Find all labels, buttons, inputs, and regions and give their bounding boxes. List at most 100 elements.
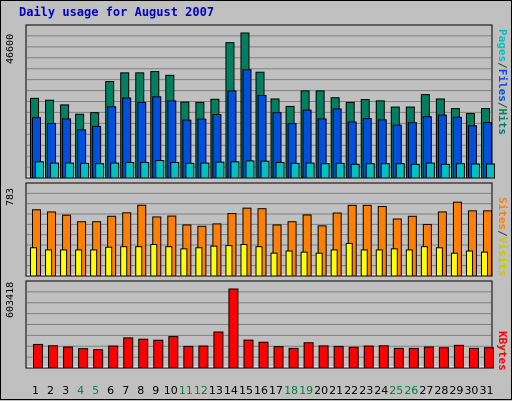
- bar-kbytes-kbytes-day-17: [273, 346, 284, 369]
- bar-hits-pages-day-4: [80, 162, 90, 179]
- hits-ymax-label: 46600: [5, 33, 16, 64]
- legend-sites: Sites: [496, 197, 509, 231]
- bar-hits-pages-day-19: [305, 162, 315, 179]
- bar-hits-pages-day-14: [230, 161, 240, 179]
- bar-kbytes-kbytes-day-5: [93, 349, 104, 369]
- bar-hits-pages-day-21: [335, 162, 345, 179]
- bar-kbytes-kbytes-day-10: [168, 336, 179, 369]
- bar-visits-sites-day-29: [450, 252, 458, 277]
- bar-visits-sites-day-20: [315, 252, 323, 277]
- legend-visits: Visits: [496, 236, 509, 277]
- bar-kbytes-kbytes-day-31: [483, 347, 494, 369]
- bar-hits-pages-day-5: [95, 163, 105, 179]
- bar-visits-sites-day-9: [150, 244, 158, 277]
- bar-kbytes-kbytes-day-1: [33, 343, 44, 369]
- bar-kbytes-kbytes-day-4: [78, 348, 89, 369]
- bar-visits-sites-day-27: [420, 246, 428, 277]
- bar-visits-sites-day-6: [105, 246, 113, 277]
- bar-kbytes-kbytes-day-28: [438, 347, 449, 369]
- bar-hits-pages-day-24: [380, 163, 390, 179]
- bar-visits-sites-day-25: [390, 248, 398, 277]
- bar-visits-sites-day-22: [345, 242, 353, 277]
- bar-kbytes-kbytes-day-20: [318, 345, 329, 369]
- bar-hits-pages-day-12: [200, 162, 210, 179]
- bar-visits-sites-day-31: [480, 251, 488, 277]
- bar-kbytes-kbytes-day-16: [258, 341, 269, 369]
- x-tick-label-day-12: 12: [194, 384, 208, 397]
- bar-hits-pages-day-15: [245, 160, 255, 179]
- bar-hits-pages-day-13: [215, 161, 225, 179]
- bar-visits-sites-day-1: [30, 247, 38, 277]
- bar-kbytes-kbytes-day-21: [333, 345, 344, 369]
- x-tick-label-day-3: 3: [62, 384, 69, 397]
- bar-visits-sites-day-5: [90, 249, 98, 277]
- x-tick-label-day-30: 30: [464, 384, 478, 397]
- bar-kbytes-kbytes-day-14: [228, 288, 239, 369]
- legend-sep: /: [496, 230, 509, 237]
- x-tick-label-day-23: 23: [359, 384, 373, 397]
- bar-kbytes-kbytes-day-12: [198, 345, 209, 369]
- x-tick-label-day-24: 24: [374, 384, 388, 397]
- bar-kbytes-kbytes-day-8: [138, 338, 149, 369]
- bar-hits-pages-day-8: [140, 161, 150, 179]
- bar-visits-sites-day-13: [210, 245, 218, 277]
- bar-kbytes-kbytes-day-26: [408, 347, 419, 369]
- bar-kbytes-kbytes-day-18: [288, 347, 299, 369]
- x-tick-label-day-2: 2: [47, 384, 54, 397]
- bar-visits-sites-day-2: [45, 249, 53, 277]
- bar-hits-pages-day-23: [365, 163, 375, 179]
- bar-visits-sites-day-4: [75, 249, 83, 277]
- x-tick-label-day-18: 18: [284, 384, 298, 397]
- bar-visits-sites-day-10: [165, 246, 173, 277]
- bar-hits-pages-day-11: [185, 162, 195, 179]
- bar-visits-sites-day-11: [180, 248, 188, 277]
- bar-visits-sites-day-16: [255, 246, 263, 277]
- bar-visits-sites-day-23: [360, 249, 368, 277]
- x-tick-label-day-11: 11: [179, 384, 193, 397]
- bar-hits-pages-day-31: [485, 163, 495, 179]
- x-tick-label-day-10: 10: [164, 384, 178, 397]
- bar-kbytes-kbytes-day-2: [48, 345, 59, 369]
- bar-hits-pages-day-30: [470, 163, 480, 179]
- bar-visits-sites-day-21: [330, 249, 338, 277]
- bar-hits-pages-day-20: [320, 163, 330, 179]
- x-tick-label-day-8: 8: [137, 384, 144, 397]
- bar-hits-pages-day-3: [65, 162, 75, 179]
- legend-hits: Hits: [496, 108, 509, 136]
- x-tick-label-day-26: 26: [404, 384, 418, 397]
- x-tick-label-day-17: 17: [269, 384, 283, 397]
- bar-kbytes-kbytes-day-30: [468, 347, 479, 369]
- x-tick-label-day-7: 7: [122, 384, 129, 397]
- x-tick-label-day-9: 9: [152, 384, 159, 397]
- x-tick-label-day-25: 25: [389, 384, 403, 397]
- bar-hits-pages-day-6: [110, 162, 120, 179]
- bar-visits-sites-day-12: [195, 247, 203, 277]
- bar-visits-sites-day-30: [465, 250, 473, 277]
- legend-kbytes: KBytes: [496, 331, 509, 371]
- legend-pages: Pages: [496, 29, 509, 63]
- x-tick-label-day-6: 6: [107, 384, 114, 397]
- bar-visits-sites-day-15: [240, 244, 248, 277]
- bar-hits-pages-day-9: [155, 160, 165, 179]
- bar-kbytes-kbytes-day-27: [423, 346, 434, 369]
- chart-title: Daily usage for August 2007: [19, 5, 215, 19]
- bar-kbytes-kbytes-day-29: [453, 344, 464, 369]
- x-tick-label-day-21: 21: [329, 384, 343, 397]
- x-tick-label-day-19: 19: [299, 384, 313, 397]
- x-tick-label-day-16: 16: [254, 384, 268, 397]
- bar-visits-sites-day-3: [60, 249, 68, 277]
- bar-kbytes-kbytes-day-23: [363, 345, 374, 369]
- x-tick-label-day-28: 28: [434, 384, 448, 397]
- legend-sep: /: [496, 101, 509, 109]
- x-tick-label-day-1: 1: [32, 384, 39, 397]
- bar-kbytes-kbytes-day-6: [108, 345, 119, 369]
- bar-hits-pages-day-7: [125, 161, 135, 179]
- bar-hits-pages-day-29: [455, 163, 465, 179]
- kbytes-legend: KBytes: [496, 331, 509, 371]
- bar-hits-pages-day-26: [410, 163, 420, 179]
- bar-hits-pages-day-1: [35, 161, 45, 179]
- bar-visits-sites-day-18: [285, 250, 293, 277]
- x-tick-label-day-5: 5: [92, 384, 99, 397]
- x-tick-label-day-29: 29: [449, 384, 463, 397]
- x-tick-label-day-20: 20: [314, 384, 328, 397]
